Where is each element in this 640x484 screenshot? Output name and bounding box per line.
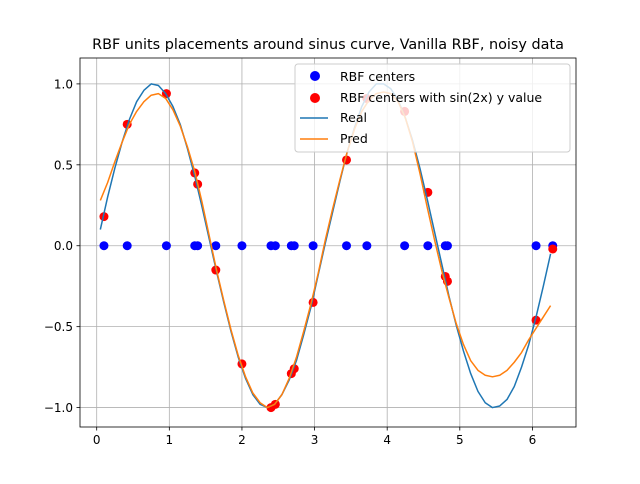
legend-marker-rbf-centers-sin xyxy=(310,93,320,103)
y-tick-label: −0.5 xyxy=(44,320,73,334)
legend-box xyxy=(294,63,571,153)
rbf-center-point xyxy=(237,241,247,251)
rbf-center-point xyxy=(362,241,372,251)
x-tick-label: 1 xyxy=(166,433,174,447)
rbf-center-sin-point xyxy=(531,315,541,325)
rbf-center-point xyxy=(289,241,299,251)
plot-frame xyxy=(79,57,577,428)
rbf-center-point xyxy=(442,241,452,251)
x-tick-label: 0 xyxy=(93,433,101,447)
legend-label-real: Real xyxy=(340,110,367,125)
x-tick-label: 4 xyxy=(383,433,391,447)
legend-label-rbf-centers-sin: RBF centers with sin(2x) y value xyxy=(340,90,542,105)
y-tick-label: 0.5 xyxy=(54,158,73,172)
x-tick-label: 3 xyxy=(311,433,319,447)
rbf-center-point xyxy=(161,241,171,251)
x-tick-label: 2 xyxy=(238,433,246,447)
axis-ticks: 0 1 2 3 4 5 6 −1.0 −0.5 0.0 0.5 1.0 xyxy=(44,77,536,447)
rbf-center-point xyxy=(211,241,221,251)
rbf-center-point xyxy=(308,241,318,251)
rbf-center-point xyxy=(122,241,132,251)
rbf-center-point xyxy=(193,241,203,251)
rbf-center-point xyxy=(531,241,541,251)
legend-label-rbf-centers: RBF centers xyxy=(340,69,415,84)
legend: RBF centers RBF centers with sin(2x) y v… xyxy=(294,63,571,153)
series-line-pred xyxy=(99,91,552,409)
legend-label-pred: Pred xyxy=(340,131,368,146)
legend-marker-rbf-centers xyxy=(310,71,320,81)
y-tick-label: 1.0 xyxy=(54,77,73,91)
rbf-center-point xyxy=(270,241,280,251)
x-tick-label: 6 xyxy=(529,433,537,447)
chart-title: RBF units placements around sinus curve,… xyxy=(92,37,564,53)
rbf-center-point xyxy=(342,241,352,251)
rbf-center-point xyxy=(423,241,433,251)
rbf-center-sin-point xyxy=(548,244,558,254)
x-tick-label: 5 xyxy=(456,433,464,447)
rbf-center-point xyxy=(400,241,410,251)
rbf-center-point xyxy=(99,241,109,251)
y-tick-label: −1.0 xyxy=(44,401,73,415)
y-tick-label: 0.0 xyxy=(54,239,73,253)
